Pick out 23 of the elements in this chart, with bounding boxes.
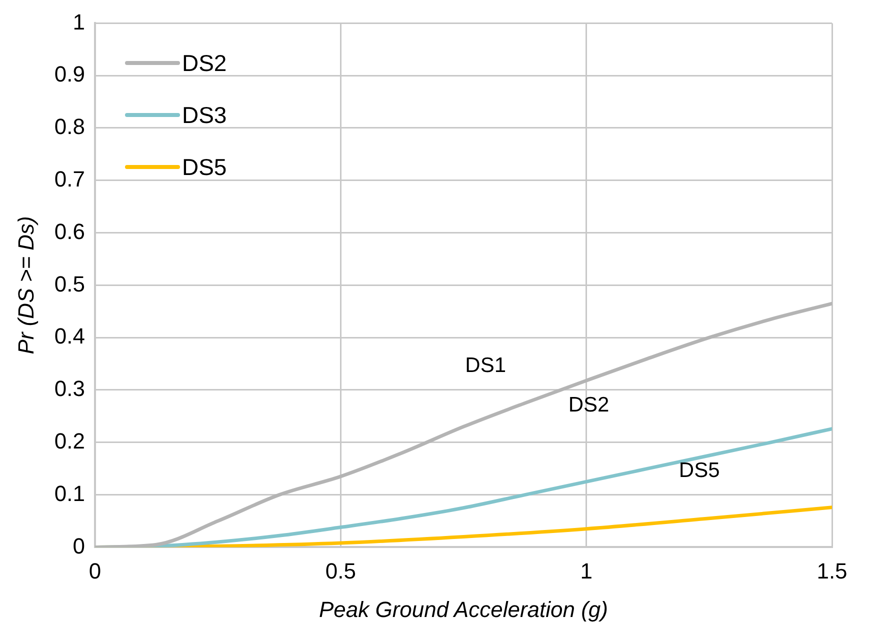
- legend-label: DS3: [182, 102, 227, 129]
- x-tick-label: 1.5: [816, 558, 848, 584]
- legend-label: DS2: [182, 50, 227, 77]
- x-tick-label: 1: [580, 558, 592, 584]
- y-tick-label: 0.6: [54, 218, 85, 244]
- x-tick-label: 0.5: [325, 558, 356, 584]
- y-tick-label: 0.7: [54, 166, 85, 192]
- legend-label: DS5: [182, 154, 227, 181]
- y-tick-label: 0.8: [54, 114, 85, 140]
- x-axis-title: Peak Ground Acceleration (g): [318, 596, 608, 622]
- y-axis-title: Pr (DS >= Ds): [13, 216, 38, 354]
- x-tick-label: 0: [88, 558, 102, 584]
- y-tick-label: 0.3: [54, 376, 85, 402]
- annotation: DS1: [465, 354, 506, 378]
- y-tick-label: 1: [72, 9, 85, 34]
- annotation: DS2: [568, 394, 610, 417]
- annotation: DS5: [678, 459, 720, 482]
- y-tick-label: 0.2: [54, 428, 85, 454]
- y-tick-label: 0.4: [54, 324, 85, 349]
- y-tick-label: 0.1: [54, 480, 85, 506]
- y-tick-label: 0: [72, 533, 85, 558]
- y-tick-label: 0.5: [54, 271, 85, 296]
- y-tick-label: 0.9: [54, 62, 85, 87]
